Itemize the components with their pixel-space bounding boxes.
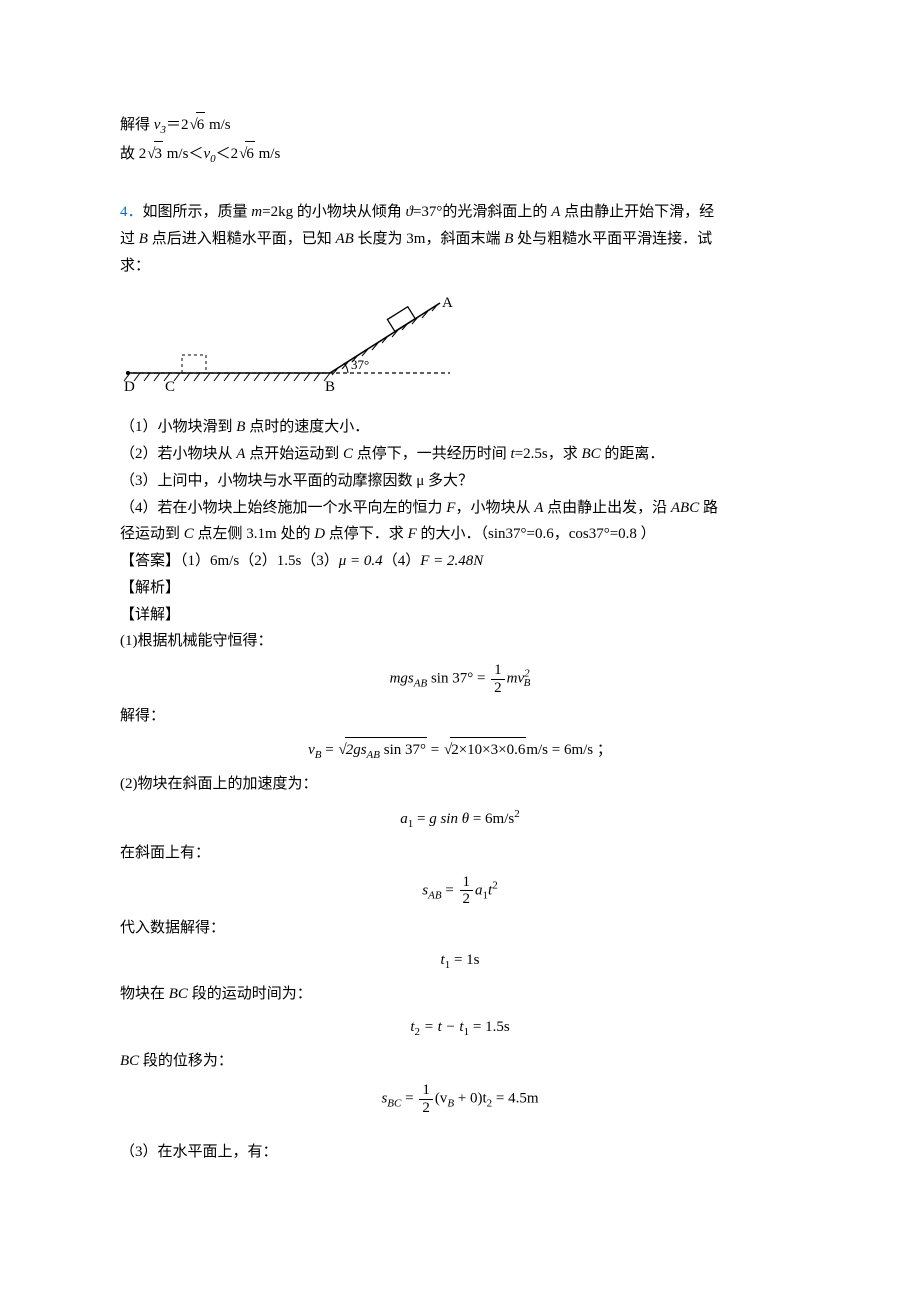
bc-time-label: 物块在 BC 段的运动时间为： [120,982,800,1007]
detail-label: 【详解】 [120,603,800,628]
eq-a1: a1 = g sin θ = 6m/s2 [120,805,800,833]
problem-number: 4． [120,204,143,220]
problem-line3: 求： [120,254,800,279]
bc-disp-label: BC 段的位移为： [120,1049,800,1074]
lt2: ＜2 [216,146,239,162]
label-D: D [124,379,135,395]
v3-result-line: 解得 v3＝26 m/s [120,112,800,139]
v3-unit: m/s [205,117,230,133]
step1-label: (1)根据机械能守恒得： [120,629,800,654]
q4-line1: （4）若在小物块上始终施加一个水平向左的恒力 F，小物块从 A 点由静止出发，沿… [120,496,800,521]
q2-line: （2）若小物块从 A 点开始运动到 C 点停下，一共经历时间 t=2.5s，求 … [120,442,800,467]
solve-label-1: 解得： [120,704,800,729]
answer-label: 【答案】 [120,553,180,569]
answer-line: 【答案】（1）6m/s（2）1.5s（3）μ = 0.4（4）F = 2.48N [120,549,800,574]
step3-label: （3）在水平面上，有： [120,1140,800,1165]
eq-energy: mgsAB sin 37° = 12mv2B [120,662,800,696]
figure-svg: D C B A 37° [120,293,460,401]
problem-line2: 过 B 点后进入粗糙水平面，已知 AB 长度为 3m，斜面末端 B 处与粗糙水平… [120,227,800,252]
v0-range-line: 故 23 m/s＜v0＜26 m/s [120,141,800,168]
eq-sAB: sAB = 12a1t2 [120,874,800,908]
lt1: ＜ [188,146,203,162]
eq-t1: t1 = 1s [120,948,800,974]
problem-line1: 4．如图所示，质量 m=2kg 的小物块从倾角 ϑ=37°的光滑斜面上的 A 点… [120,200,800,225]
therefore: 故 2 [120,146,146,162]
label-B: B [325,379,335,395]
analysis-label: 【解析】 [120,576,800,601]
q1-line: （1）小物块滑到 B 点时的速度大小． [120,415,800,440]
label-C: C [165,379,175,395]
q3-line: （3）上问中，小物块与水平面的动摩擦因数 μ 多大？ [120,469,800,494]
v3-eq: ＝2 [166,117,189,133]
sqrt-3: 3 [147,141,163,167]
figure-incline: D C B A 37° [120,293,800,410]
sub-solve-label: 代入数据解得： [120,916,800,941]
eq-vB: vB = 2gsAB sin 37° = 2×10×3×0.6m/s = 6m/… [120,737,800,764]
label-angle: 37° [351,357,369,372]
label-A: A [442,295,453,311]
on-incline-label: 在斜面上有： [120,841,800,866]
eq-sBC: sBC = 12(vB + 0)t2 = 4.5m [120,1082,800,1116]
eq-t2: t2 = t − t1 = 1.5s [120,1015,800,1041]
sqrt-6b: 6 [239,141,255,167]
q4-line2: 径运动到 C 点左侧 3.1m 处的 D 点停下．求 F 的大小．（sin37°… [120,522,800,547]
step2-label: (2)物块在斜面上的加速度为： [120,772,800,797]
sqrt-6: 6 [189,112,205,138]
solve-label: 解得 [120,117,154,133]
unit-a: m/s [163,146,188,162]
unit-b: m/s [255,146,280,162]
